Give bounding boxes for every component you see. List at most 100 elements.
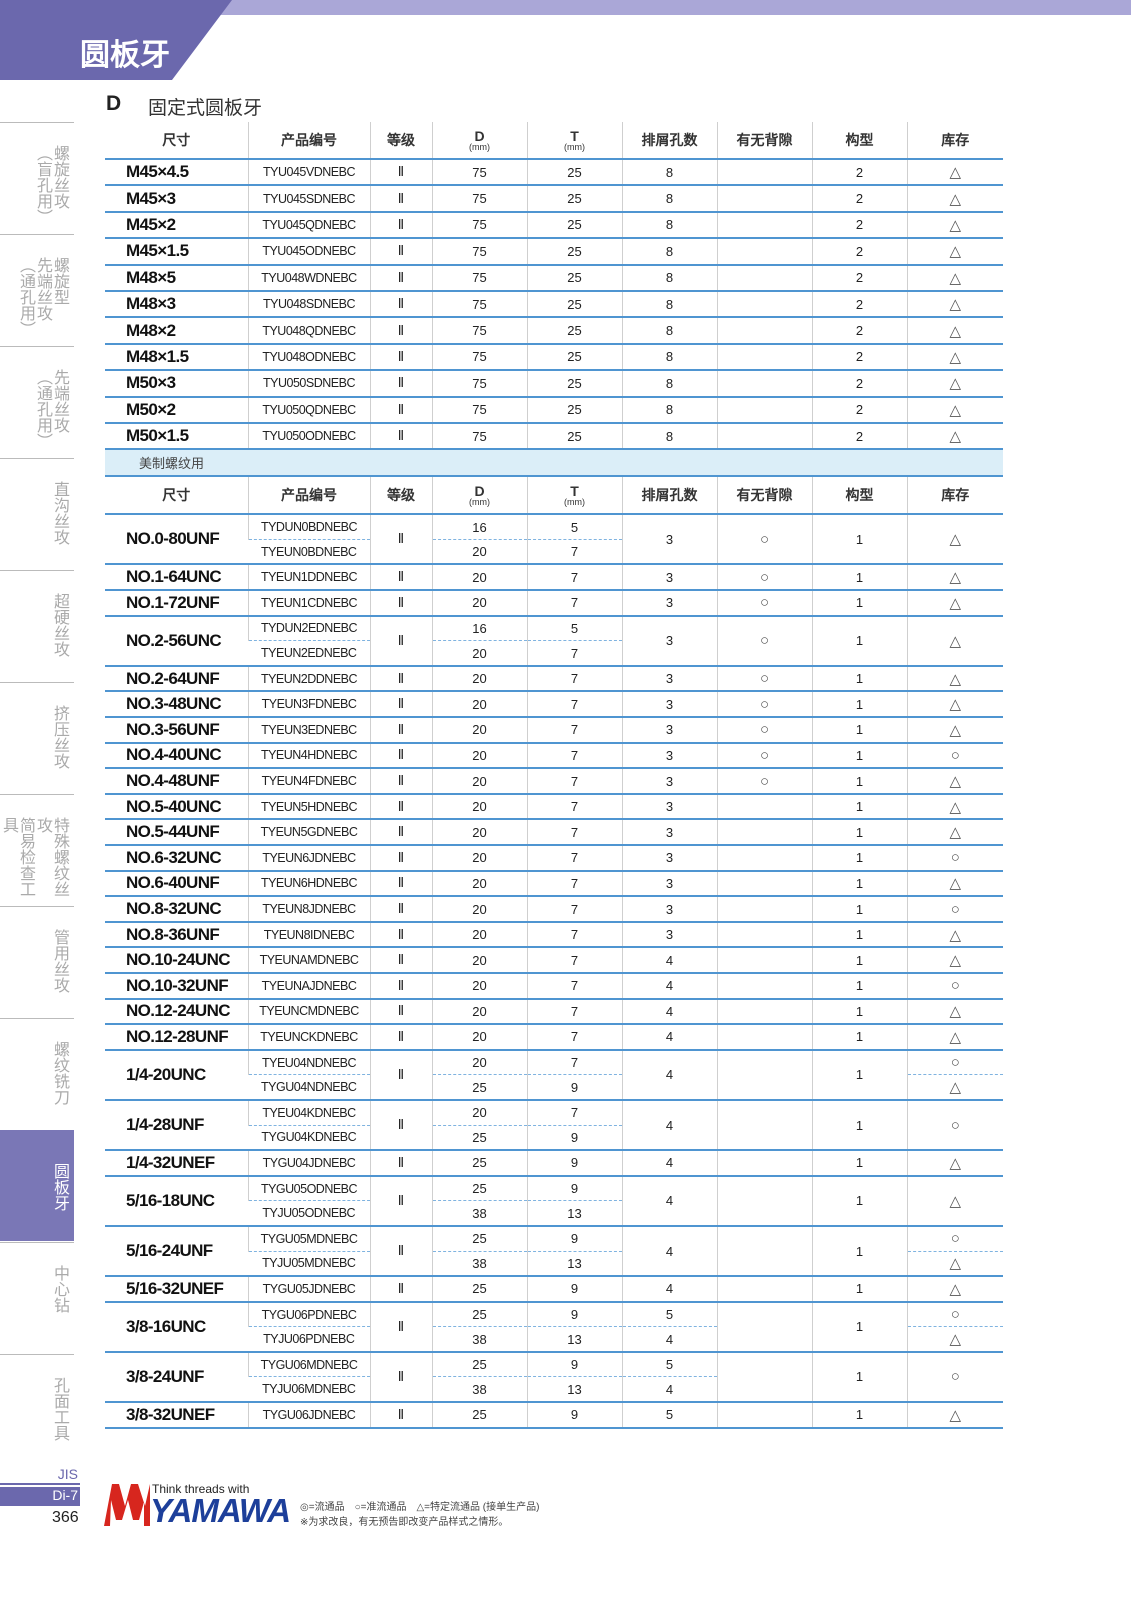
tab-line: 先端丝攻	[34, 257, 51, 321]
column-label: 有无背隙	[736, 487, 793, 504]
tab-label: 挤压丝攻	[51, 705, 68, 769]
cell-code: TYU050SDNEBC	[247, 370, 370, 398]
cell-d: 25	[431, 1351, 527, 1378]
cell-form: 1	[811, 615, 907, 667]
sidebar-tab[interactable]: 超硬丝攻	[0, 570, 74, 681]
cell-code: TYGU06PDNEBC	[247, 1301, 370, 1328]
column-header: 有无背隙	[716, 476, 812, 516]
cell-size: NO.10-32UNF	[105, 972, 248, 1000]
cell-form: 1	[811, 793, 907, 821]
table-row: NO.0-80UNF TYDUN0BDNEBC Ⅱ 16 5 3 ○ 1 △	[105, 514, 1003, 566]
cell-backlash	[716, 972, 812, 1000]
cell-form: 1	[811, 514, 907, 566]
sidebar-tab[interactable]: 圆板牙	[0, 1130, 74, 1241]
cell-holes: 8	[621, 343, 717, 372]
cell-size: M50×1.5	[105, 422, 248, 451]
cell-t: 7	[526, 1099, 622, 1126]
cell-backlash	[716, 845, 812, 872]
cell-grade: Ⅱ	[369, 343, 432, 372]
cell-d: 75	[431, 370, 527, 398]
sidebar-tab[interactable]: 先端丝攻 （通孔用）	[0, 346, 74, 457]
column-header: 库存	[906, 122, 1003, 160]
cell-backlash	[716, 1301, 812, 1353]
cell-grade: Ⅱ	[369, 665, 432, 693]
cell-holes: 8	[621, 317, 717, 345]
cell-holes: 4	[621, 947, 717, 974]
sidebar-tab[interactable]: 特殊螺纹丝攻 简易检查工具	[0, 794, 74, 905]
cell-code: TYDUN2EDNEBC	[247, 615, 370, 642]
cell-d: 20	[431, 640, 527, 667]
table-row: NO.4-48UNF TYEUN4FDNEBC Ⅱ 20 7 3 ○ 1 △	[105, 768, 1003, 795]
cell-t: 7	[526, 793, 622, 821]
cell-form: 2	[811, 238, 907, 266]
sidebar-tab[interactable]: 螺旋丝攻 （盲孔用）	[0, 122, 74, 233]
cell-holes: 4	[621, 1225, 717, 1278]
sidebar-tab[interactable]: 螺纹铣刀	[0, 1018, 74, 1129]
cell-code: TYEUN5HDNEBC	[247, 793, 370, 821]
product-table: 尺寸 产品编号 等级 D (mm) T (mm) 排屑孔数 有无背隙 构型 库存 M45×4.5 TYU…	[105, 122, 1003, 1429]
cell-backlash: ○	[716, 742, 812, 770]
sidebar-tab[interactable]: 挤压丝攻	[0, 682, 74, 793]
cell-code: TYU050QDNEBC	[247, 396, 370, 424]
sidebar-tab[interactable]: 中心钻	[0, 1242, 74, 1353]
table-row: TYJU06PDNEBC 38 13 4 △	[105, 1326, 1003, 1353]
cell-holes: 8	[621, 290, 717, 319]
cell-backlash: ○	[716, 665, 812, 693]
cell-stock: ○	[906, 1351, 1003, 1404]
tab-line: 先端丝攻	[51, 369, 68, 433]
cell-grade: Ⅱ	[369, 845, 432, 872]
cell-size: M48×2	[105, 317, 248, 345]
cell-stock: ○	[906, 845, 1003, 872]
cell-t: 13	[526, 1376, 622, 1404]
cell-code: TYEUN8JDNEBC	[247, 896, 370, 923]
cell-code: TYJU06MDNEBC	[248, 1376, 370, 1404]
table-row: NO.2-56UNC TYDUN2EDNEBC Ⅱ 16 5 3 ○ 1 △	[105, 615, 1003, 667]
table-row: NO.10-24UNC TYEUNAMDNEBC Ⅱ 20 7 4 1 △	[105, 947, 1003, 974]
cell-d: 38	[431, 1251, 527, 1278]
cell-stock: △	[906, 211, 1003, 240]
cell-stock: △	[906, 717, 1003, 744]
cell-size: NO.3-56UNF	[105, 717, 248, 744]
cell-backlash	[716, 1225, 812, 1278]
cell-form: 2	[811, 422, 907, 451]
cell-form: 2	[811, 317, 907, 345]
table-row: NO.5-40UNC TYEUN5HDNEBC Ⅱ 20 7 3 1 △	[105, 793, 1003, 821]
cell-holes: 4	[621, 1326, 717, 1353]
tab-line: 简易检查工具	[0, 817, 34, 897]
cell-d: 20	[431, 896, 527, 923]
header-title: 圆板牙	[80, 39, 170, 72]
sidebar-tab[interactable]: 直沟丝攻	[0, 458, 74, 569]
header-row: 尺寸 产品编号 等级 D (mm) T (mm) 排屑孔数 有无背隙 构型 库存	[105, 476, 1003, 516]
cell-stock: △	[906, 264, 1003, 292]
cell-size: M48×1.5	[105, 343, 248, 372]
cell-holes: 4	[621, 1024, 717, 1051]
cell-holes: 4	[621, 1150, 717, 1177]
cell-d: 20	[431, 564, 527, 592]
table-row: M48×5 TYU048WDNEBC Ⅱ 75 25 8 2 △	[105, 264, 1003, 292]
cell-form: 2	[811, 185, 907, 213]
cell-form: 1	[811, 921, 907, 949]
cell-form: 1	[811, 1225, 907, 1278]
section-title: 固定式圆板牙	[148, 98, 263, 119]
tab-label: 特殊螺纹丝攻 简易检查工具	[0, 817, 68, 905]
cell-holes: 5	[621, 1402, 717, 1429]
sidebar-tab[interactable]: 螺旋型 先端丝攻 （通孔用）	[0, 234, 74, 345]
legend: ◎=流通品 ○=准流通品 △=特定流通品 (接单生产品)	[300, 1502, 540, 1513]
table-row: NO.8-36UNF TYEUN8IDNEBC Ⅱ 20 7 3 1 △	[105, 921, 1003, 949]
cell-stock: △	[906, 238, 1003, 266]
cell-grade: Ⅱ	[369, 972, 432, 1000]
table-row: 3/8-16UNC TYGU06PDNEBC Ⅱ 25 9 5 1 ○	[105, 1301, 1003, 1353]
cell-form: 1	[811, 1049, 907, 1101]
cell-t: 7	[526, 819, 622, 846]
cell-size: NO.4-40UNC	[105, 742, 248, 770]
cell-code: TYU048ODNEBC	[247, 343, 370, 372]
cell-grade: Ⅱ	[369, 896, 432, 923]
column-header: 排屑孔数	[621, 122, 717, 160]
cell-grade: Ⅱ	[369, 290, 432, 319]
cell-d: 20	[431, 819, 527, 846]
sidebar-tab[interactable]: 孔面工具	[0, 1354, 74, 1465]
cell-t: 7	[526, 921, 622, 949]
sidebar-tab[interactable]: 管用丝攻	[0, 906, 74, 1017]
cell-size: NO.1-72UNF	[105, 590, 248, 617]
cell-grade: Ⅱ	[369, 998, 432, 1026]
